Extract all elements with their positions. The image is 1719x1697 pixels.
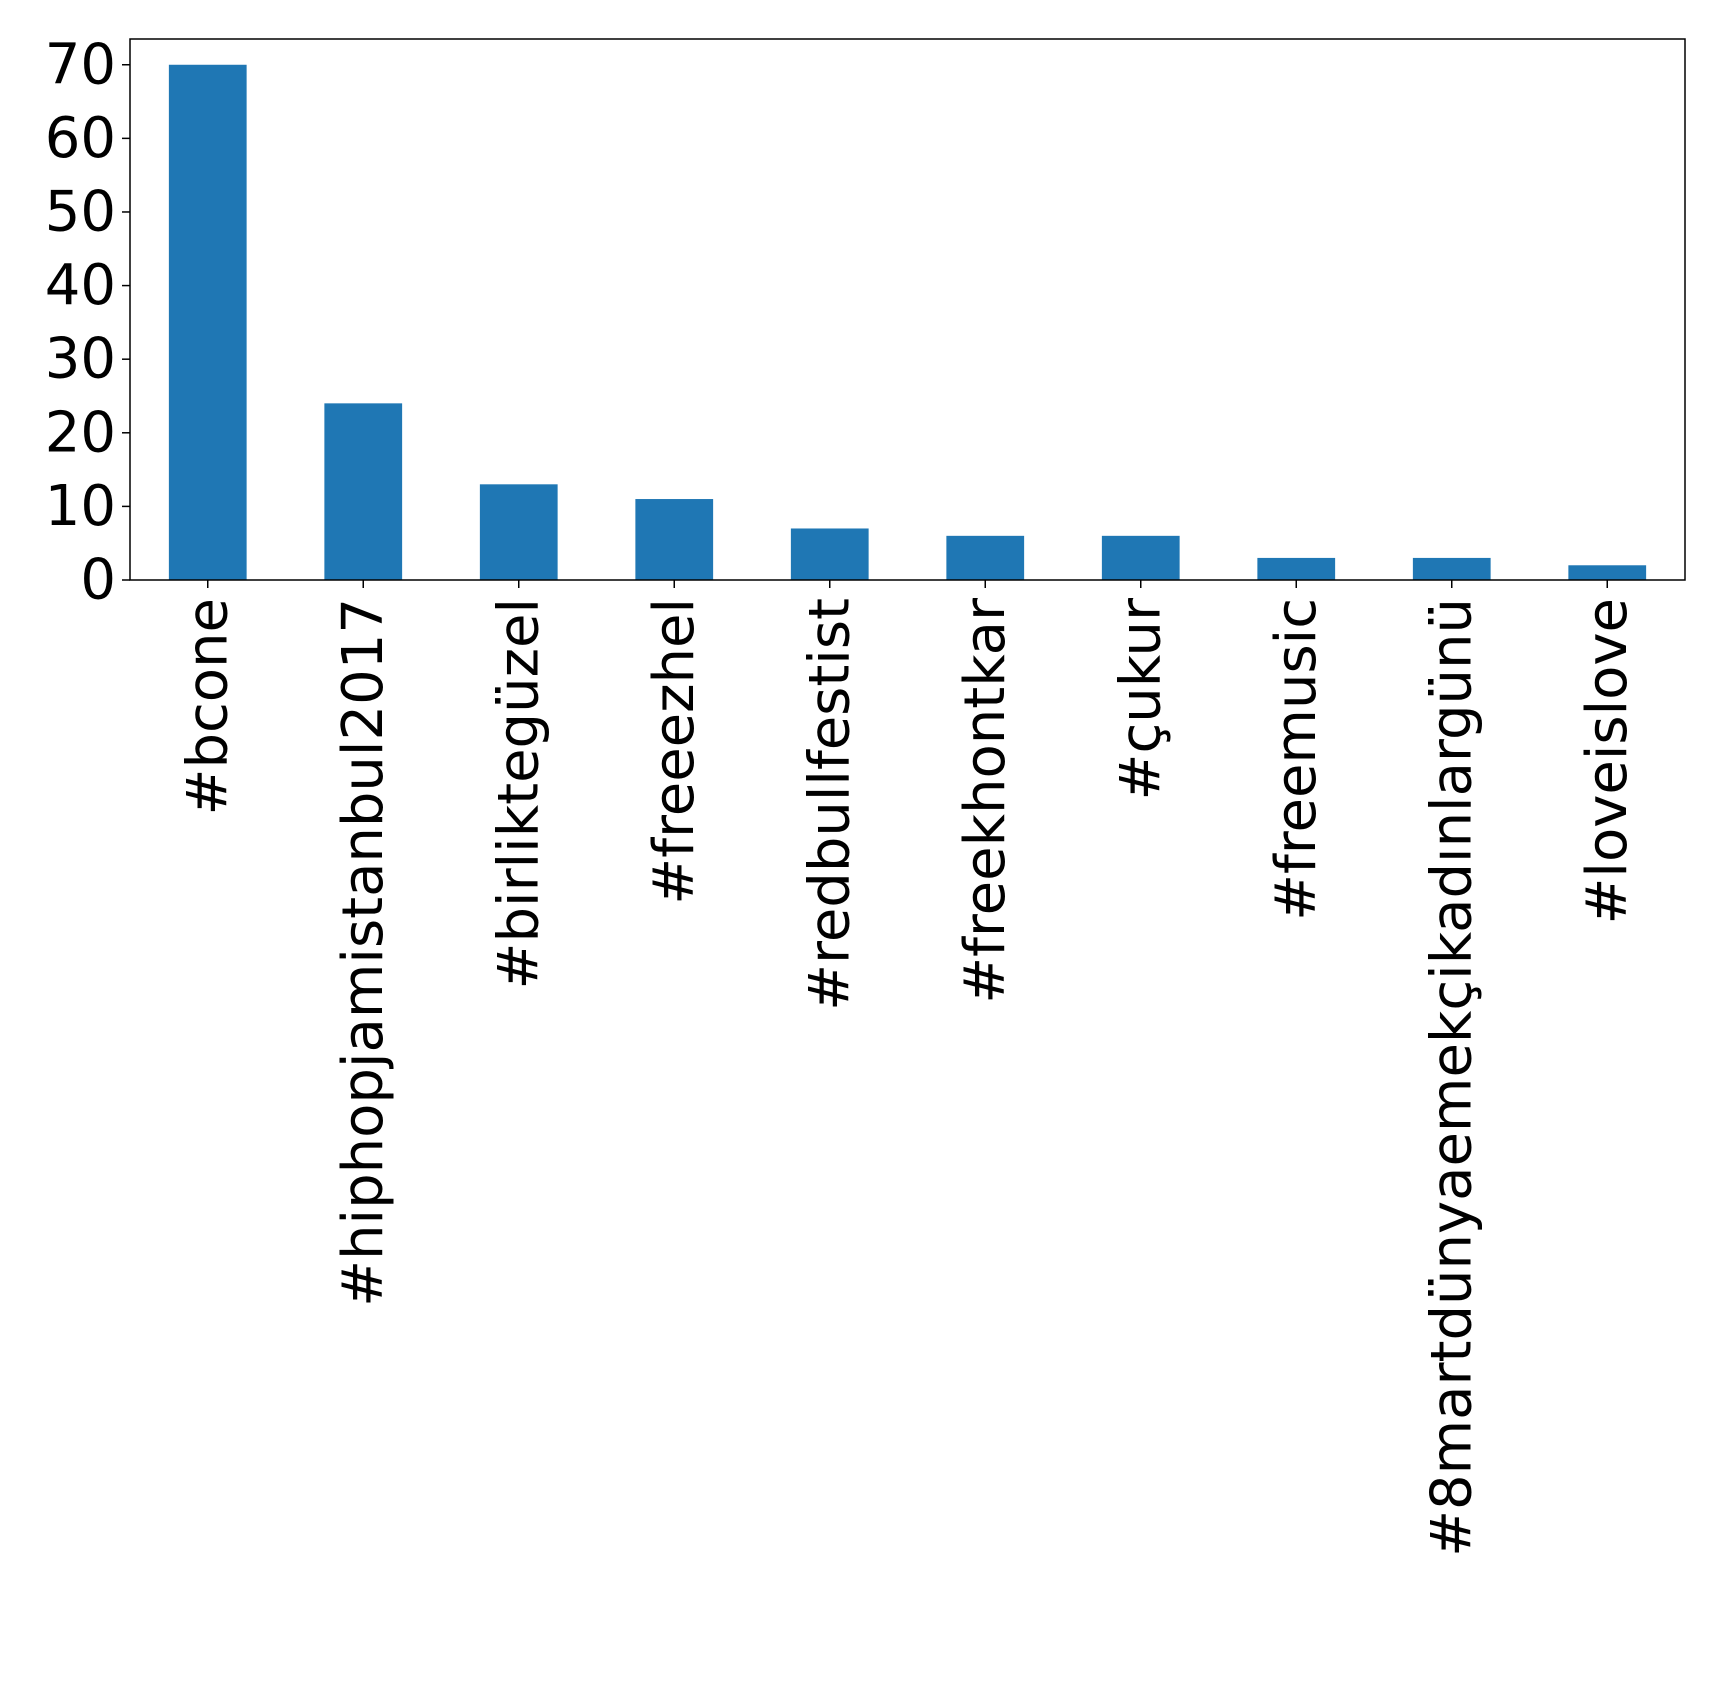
bar: [635, 499, 714, 580]
y-tick-label: 60: [45, 106, 116, 171]
plot-frame: [129, 38, 1686, 581]
x-tick-label: #birliktegüzel: [486, 598, 551, 989]
bar: [946, 535, 1025, 580]
y-tick-label: 70: [45, 32, 116, 97]
bars-group: [168, 64, 1647, 580]
x-tick-label: #8martdünyaemekçikadınlargünü: [1419, 598, 1484, 1557]
bar: [168, 64, 247, 580]
y-axis: 0 10 20 30 40 50 60 70: [45, 32, 130, 613]
bar: [1568, 565, 1647, 580]
bar: [324, 403, 403, 580]
x-tick-label: #bcone: [175, 598, 240, 815]
x-tick-label: #freekhontkar: [953, 597, 1018, 1004]
x-tick-label: #hiphopjamistanbul2017: [331, 598, 396, 1307]
y-tick-label: 20: [45, 400, 116, 465]
x-tick-label: #loveislove: [1575, 598, 1640, 924]
y-tick-label: 30: [45, 327, 116, 392]
y-tick-label: 50: [45, 179, 116, 244]
bar: [1412, 557, 1491, 580]
bar: [790, 528, 869, 580]
y-tick-label: 40: [45, 253, 116, 318]
x-tick-label: #freeezhel: [642, 598, 707, 905]
y-tick-label: 10: [45, 474, 116, 539]
bar: [479, 484, 558, 580]
x-tick-label: #çukur: [1108, 597, 1173, 800]
x-tick-label: #freemusic: [1264, 598, 1329, 921]
bar: [1257, 557, 1336, 580]
y-tick-label: 0: [80, 548, 116, 613]
x-axis: #bcone #hiphopjamistanbul2017 #birliktegüz…: [175, 580, 1640, 1557]
bar: [1101, 535, 1180, 580]
x-tick-label: #redbullfestist: [797, 598, 862, 1011]
